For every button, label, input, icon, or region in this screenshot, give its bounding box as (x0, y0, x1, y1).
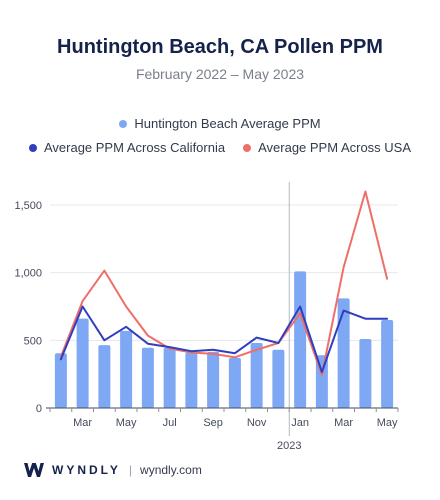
x-tick-label: Jan (291, 417, 309, 429)
y-tick-label: 1,000 (14, 268, 42, 280)
x-tick-label: Mar (334, 417, 353, 429)
brand-name: WYNDLY (52, 463, 121, 477)
bar-huntington-beach (76, 318, 89, 408)
bar-huntington-beach (272, 349, 285, 408)
legend-swatch-california (28, 143, 37, 152)
x-tick-label: Sep (203, 417, 223, 429)
legend-row-2: Average PPM Across California Average PP… (0, 140, 440, 155)
bar-huntington-beach (250, 343, 263, 408)
chart-title: Huntington Beach, CA Pollen PPM (57, 36, 383, 58)
legend-item-usa[interactable]: Average PPM Across USA (243, 140, 411, 155)
line-california (59, 305, 389, 374)
legend-item-huntington-beach[interactable]: Huntington Beach Average PPM (119, 116, 321, 131)
bar-huntington-beach (337, 298, 350, 408)
bars-layer (54, 271, 394, 408)
bar-huntington-beach (381, 320, 394, 408)
bar-huntington-beach (120, 330, 133, 408)
legend-item-california[interactable]: Average PPM Across California (28, 140, 226, 155)
footer-separator: | (128, 463, 133, 477)
y-tick-label: 500 (24, 335, 42, 347)
legend-swatch-usa (243, 143, 252, 152)
bar-huntington-beach (359, 338, 372, 408)
legend-label-california: Average PPM Across California (43, 140, 226, 155)
bar-huntington-beach (98, 345, 111, 408)
bar-huntington-beach (163, 347, 176, 408)
bar-huntington-beach (294, 271, 307, 408)
x-tick-label: Mar (73, 417, 92, 429)
bar-huntington-beach (185, 352, 198, 408)
wyndly-logo-icon (24, 463, 44, 477)
chart-subtitle: February 2022 – May 2023 (135, 66, 305, 82)
line-usa (59, 190, 389, 376)
y-tick-label: 0 (36, 403, 42, 415)
axes-layer: 0 500 1,000 1,500 Mar May Jul Sep Nov Jan Mar May 20… (14, 200, 399, 452)
x-tick-label: May (377, 417, 398, 429)
legend-swatch-bar (119, 119, 128, 128)
site-link[interactable]: wyndly.com (140, 463, 202, 477)
legend-row-1: Huntington Beach Average PPM (0, 116, 440, 131)
x-tick-label: Nov (247, 417, 267, 429)
legend-label-huntington-beach: Huntington Beach Average PPM (134, 116, 321, 131)
bar-huntington-beach (228, 357, 241, 408)
y-tick-label: 1,500 (14, 200, 42, 212)
x-tick-label: Jul (163, 417, 177, 429)
bar-huntington-beach (141, 347, 154, 408)
legend-label-usa: Average PPM Across USA (258, 140, 412, 155)
bar-huntington-beach (207, 351, 220, 408)
year-label: 2023 (277, 440, 301, 452)
x-tick-label: May (116, 417, 137, 429)
bar-huntington-beach (54, 353, 67, 408)
footer: WYNDLY | wyndly.com (24, 462, 202, 478)
lines-layer (59, 190, 389, 376)
